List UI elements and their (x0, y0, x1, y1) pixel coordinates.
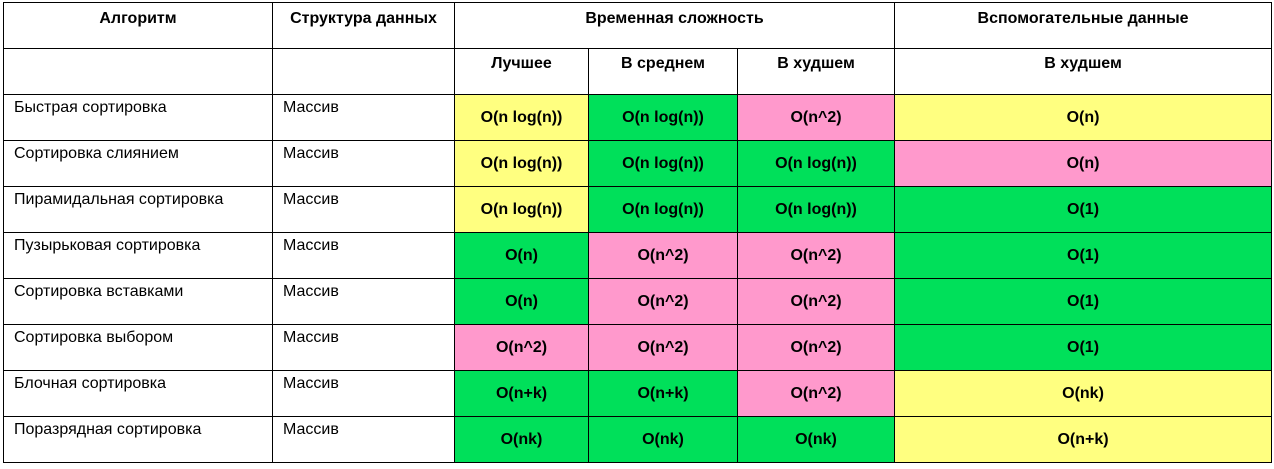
algorithm-name: Сортировка слиянием (14, 145, 179, 162)
header-row: Алгоритм Структура данных Временная слож… (3, 2, 1273, 49)
average-complexity-cell: O(n^2) (588, 278, 738, 325)
col-header-aux-data: Вспомогательные данные (894, 2, 1273, 49)
worst-complexity-cell: O(n^2) (736, 94, 896, 141)
algorithm-name: Пирамидальная сортировка (14, 191, 224, 208)
algorithm-name-cell: Пузырьковая сортировка (3, 232, 273, 279)
algorithm-name-cell: Сортировка слиянием (3, 140, 273, 187)
worst-complexity-cell: O(n^2) (736, 278, 896, 325)
data-structure-cell: Массив (272, 186, 455, 233)
average-complexity-cell: O(n+k) (588, 370, 738, 417)
data-structure: Массив (283, 421, 339, 438)
table-row: Поразрядная сортировка Массив O(nk) O(nk) O(… (3, 416, 1273, 463)
col-header-algorithm: Алгоритм (3, 2, 273, 49)
worst-complexity-cell: O(n^2) (736, 232, 896, 279)
table-row: Сортировка выбором Массив O(n^2) O(n^2) O(n^… (3, 324, 1273, 371)
average-complexity-cell: O(nk) (588, 416, 738, 463)
aux-complexity-cell: O(n+k) (894, 416, 1273, 463)
table-body: Быстрая сортировка Массив O(n log(n)) O(n l… (3, 94, 1273, 463)
empty-subheader-cell (272, 48, 455, 95)
algorithm-name: Сортировка выбором (14, 329, 174, 346)
worst-complexity-cell: O(n^2) (736, 324, 896, 371)
col-header-average: В среднем (588, 48, 738, 95)
best-complexity-cell: O(n log(n)) (454, 140, 589, 187)
data-structure-cell: Массив (272, 278, 455, 325)
aux-complexity-cell: O(n) (894, 94, 1273, 141)
worst-complexity-cell: O(nk) (736, 416, 896, 463)
data-structure-cell: Массив (272, 416, 455, 463)
col-header-aux-worst: В худшем (894, 48, 1273, 95)
best-complexity-cell: O(n) (454, 278, 589, 325)
aux-complexity-cell: O(1) (894, 186, 1273, 233)
best-complexity-cell: O(n+k) (454, 370, 589, 417)
aux-complexity-cell: O(nk) (894, 370, 1273, 417)
best-complexity-cell: O(n) (454, 232, 589, 279)
col-header-best: Лучшее (454, 48, 589, 95)
data-structure: Массив (283, 145, 339, 162)
col-header-time-complexity: Временная сложность (453, 2, 896, 49)
data-structure-cell: Массив (272, 140, 455, 187)
algorithm-name-cell: Пирамидальная сортировка (3, 186, 273, 233)
col-header-worst: В худшем (736, 48, 896, 95)
aux-complexity-cell: O(1) (894, 278, 1273, 325)
aux-complexity-cell: O(1) (894, 232, 1273, 279)
col-header-structure: Структура данных (272, 2, 455, 49)
best-complexity-cell: O(nk) (454, 416, 589, 463)
average-complexity-cell: O(n log(n)) (588, 186, 738, 233)
table-row: Сортировка вставками Массив O(n) O(n^2) O(n^… (3, 278, 1273, 325)
data-structure: Массив (283, 375, 339, 392)
data-structure-cell: Массив (272, 370, 455, 417)
data-structure: Массив (283, 191, 339, 208)
algorithm-name-cell: Сортировка вставками (3, 278, 273, 325)
sorting-complexity-table: Алгоритм Структура данных Временная слож… (3, 2, 1273, 463)
empty-subheader-cell (3, 48, 273, 95)
algorithm-name: Поразрядная сортировка (14, 421, 202, 438)
aux-complexity-cell: O(n) (894, 140, 1273, 187)
data-structure: Массив (283, 99, 339, 116)
algorithm-name-cell: Поразрядная сортировка (3, 416, 273, 463)
data-structure-cell: Массив (272, 232, 455, 279)
table-row: Пирамидальная сортировка Массив O(n log(n)… (3, 186, 1273, 233)
average-complexity-cell: O(n log(n)) (588, 94, 738, 141)
average-complexity-cell: O(n^2) (588, 232, 738, 279)
table-row: Быстрая сортировка Массив O(n log(n)) O(n l… (3, 94, 1273, 141)
table-row: Блочная сортировка Массив O(n+k) O(n+k) O(n^… (3, 370, 1273, 417)
data-structure-cell: Массив (272, 94, 455, 141)
algorithm-name: Сортировка вставками (14, 283, 184, 300)
algorithm-name: Быстрая сортировка (14, 99, 167, 116)
algorithm-name-cell: Быстрая сортировка (3, 94, 273, 141)
subheader-row: Лучшее В среднем В худшем В худшем (3, 48, 1273, 95)
best-complexity-cell: O(n^2) (454, 324, 589, 371)
algorithm-name: Пузырьковая сортировка (14, 237, 201, 254)
data-structure: Массив (283, 283, 339, 300)
data-structure-cell: Массив (272, 324, 455, 371)
worst-complexity-cell: O(n^2) (736, 370, 896, 417)
worst-complexity-cell: O(n log(n)) (736, 140, 896, 187)
average-complexity-cell: O(n log(n)) (588, 140, 738, 187)
algorithm-name: Блочная сортировка (14, 375, 166, 392)
best-complexity-cell: O(n log(n)) (454, 186, 589, 233)
algorithm-name-cell: Сортировка выбором (3, 324, 273, 371)
best-complexity-cell: O(n log(n)) (454, 94, 589, 141)
data-structure: Массив (283, 237, 339, 254)
data-structure: Массив (283, 329, 339, 346)
aux-complexity-cell: O(1) (894, 324, 1273, 371)
table-row: Пузырьковая сортировка Массив O(n) O(n^2) O(… (3, 232, 1273, 279)
table-row: Сортировка слиянием Массив O(n log(n)) O(n … (3, 140, 1273, 187)
algorithm-name-cell: Блочная сортировка (3, 370, 273, 417)
worst-complexity-cell: O(n log(n)) (736, 186, 896, 233)
average-complexity-cell: O(n^2) (588, 324, 738, 371)
